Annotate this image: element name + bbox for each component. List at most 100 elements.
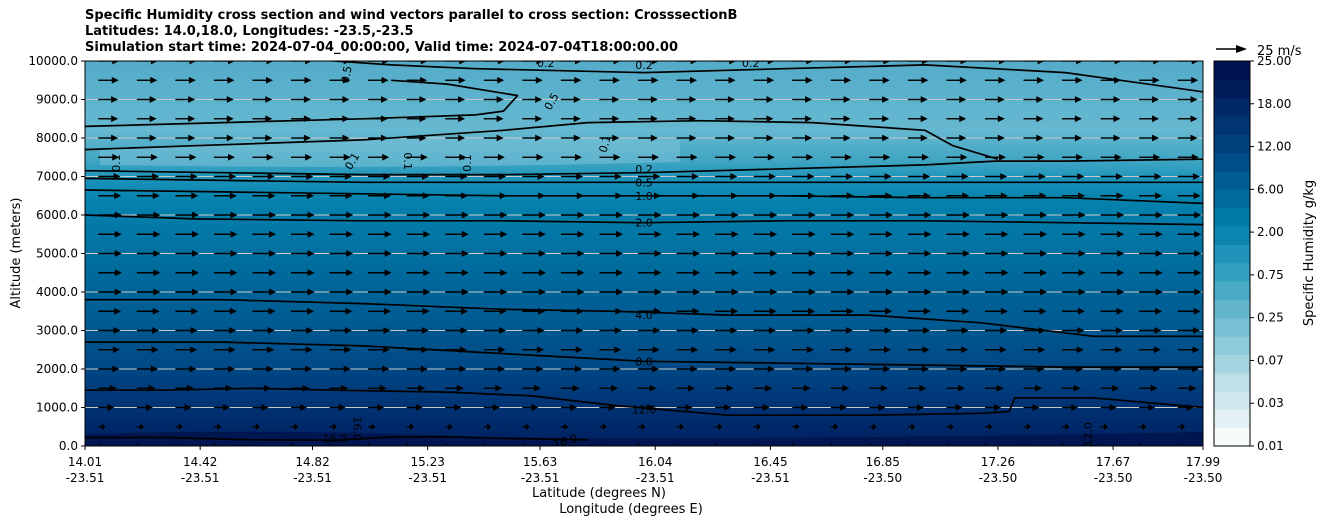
wind-vector [638, 288, 662, 296]
wind-vector [213, 61, 236, 65]
wind-vector [368, 76, 389, 84]
wind-vector [792, 423, 800, 431]
wind-vector [406, 269, 431, 277]
wind-vector [445, 76, 466, 84]
wind-vector [560, 423, 569, 431]
contour-line-8.0 [85, 341, 1203, 368]
wind-vector [406, 96, 427, 103]
wind-vector [291, 153, 313, 161]
wind-vector [406, 384, 426, 392]
wind-vector [1062, 423, 1070, 431]
wind-vector [946, 230, 970, 238]
wind-vector [792, 269, 816, 277]
wind-vector [907, 307, 931, 315]
wind-vector [1062, 115, 1082, 123]
wind-vector [1062, 134, 1082, 142]
wind-vector [638, 423, 646, 431]
wind-vector [1139, 61, 1161, 65]
wind-vector [1023, 153, 1045, 161]
contour-label-text: 0.5 [339, 65, 355, 84]
wind-vector [175, 115, 196, 123]
wind-vector [792, 153, 814, 161]
wind-vector [907, 288, 932, 296]
contour-label: 2.0 [635, 217, 653, 230]
wind-vector [792, 327, 815, 334]
contour-label: 0.2 [635, 59, 653, 72]
wind-vector [869, 404, 886, 411]
wind-vector [445, 153, 467, 161]
wind-vector [291, 423, 299, 431]
wind-vector [715, 250, 739, 257]
x-tick-label-lat: 17.26 [981, 455, 1015, 469]
wind-vector [676, 76, 698, 84]
wind-vector [98, 365, 120, 373]
wind-vector [252, 153, 274, 161]
wind-vector [560, 153, 582, 161]
wind-vector [252, 211, 277, 219]
wind-vector [1023, 76, 1044, 84]
wind-vector [1177, 250, 1202, 257]
wind-vector [638, 230, 662, 238]
colorbar-band [1214, 79, 1250, 99]
wind-vector [907, 404, 924, 411]
wind-vector [599, 423, 607, 431]
wind-vector [599, 76, 620, 84]
wind-vector [291, 134, 311, 142]
colorbar-band [1214, 409, 1250, 429]
wind-vector [560, 346, 583, 354]
wind-vector [984, 211, 1009, 219]
wind-vector [445, 269, 469, 277]
wind-vector [753, 269, 778, 277]
contour-label-text: 0.2 [635, 59, 653, 72]
wind-vector [792, 211, 816, 219]
wind-vector [136, 443, 139, 446]
x-axis: 14.01 -23.51 14.42 -23.51 14.82 -23.51 15.23 -2… [66, 446, 1223, 485]
wind-vector [599, 250, 624, 257]
colorbar-band [1214, 281, 1250, 300]
wind-vector [522, 384, 541, 392]
x-axis-label-lon: Longitude (degrees E) [559, 502, 703, 517]
wind-vector [213, 153, 236, 161]
wind-vector [136, 230, 161, 238]
wind-vector [1177, 211, 1202, 219]
wind-vector [252, 269, 277, 277]
wind-vector [445, 307, 469, 315]
wind-vector [1177, 423, 1186, 431]
wind-vector [1100, 443, 1103, 446]
wind-vector [445, 61, 467, 65]
wind-vector [406, 307, 430, 315]
wind-vector [946, 96, 967, 103]
wind-vector [638, 443, 640, 446]
wind-vector [1100, 384, 1120, 392]
wind-vector [98, 346, 120, 354]
wind-vector [1139, 423, 1147, 431]
wind-vector [98, 96, 119, 103]
wind-vector [560, 365, 582, 373]
wind-vector [1139, 250, 1163, 257]
wind-vector [329, 76, 351, 84]
wind-vector [1100, 288, 1125, 296]
wind-vector [676, 288, 701, 296]
wind-vector [368, 153, 390, 161]
wind-vector [483, 404, 500, 411]
x-tick-label-lat: 14.42 [183, 455, 217, 469]
wind-vector [406, 211, 431, 219]
contour-label-text: 0.2 [635, 163, 653, 176]
wind-vector [869, 384, 888, 392]
x-tick-label-lon: -23.50 [1184, 471, 1223, 485]
wind-vector [329, 423, 338, 431]
wind-vector [368, 230, 392, 238]
wind-vector [1062, 288, 1086, 296]
contour-label: 12.0 [1082, 422, 1095, 446]
wind-vector [175, 443, 177, 446]
wind-vector [329, 307, 353, 315]
contour-label: 16.0 [323, 432, 348, 445]
wind-vector [1100, 134, 1121, 142]
wind-vector [792, 346, 814, 354]
wind-vector [1177, 346, 1200, 354]
wind-vector [638, 115, 658, 123]
wind-vector [445, 365, 467, 373]
wind-vector [98, 404, 115, 411]
wind-vector [1100, 211, 1125, 219]
x-tick-label-lon: -23.51 [66, 471, 105, 485]
